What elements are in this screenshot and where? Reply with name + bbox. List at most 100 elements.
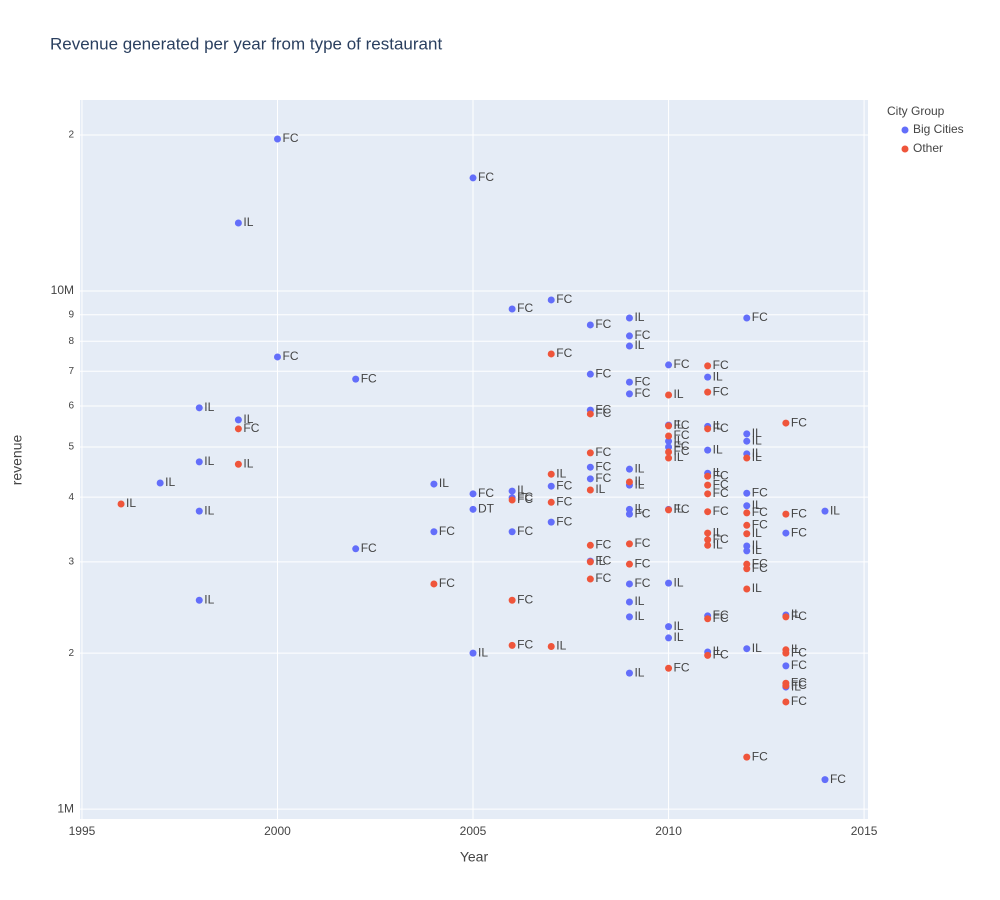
point-label: IL — [791, 607, 801, 621]
point — [586, 370, 594, 378]
point — [665, 579, 673, 587]
point-label: IL — [752, 543, 762, 557]
point-label: FC — [595, 571, 611, 585]
y-tick-label: 8 — [68, 336, 74, 347]
point-label: FC — [517, 524, 533, 538]
point — [743, 430, 751, 438]
point-label: FC — [713, 477, 729, 491]
point-label: FC — [595, 402, 611, 416]
point-label: IL — [674, 630, 684, 644]
x-tick-label: 2000 — [264, 824, 291, 838]
y-tick-label: 5 — [68, 442, 74, 453]
point — [625, 560, 633, 568]
point — [821, 776, 829, 784]
point-label: IL — [634, 609, 644, 623]
point — [743, 565, 751, 573]
point-label: FC — [752, 556, 768, 570]
point — [508, 528, 516, 536]
point — [665, 443, 673, 451]
point — [625, 598, 633, 606]
point-label: IL — [165, 475, 175, 489]
point — [273, 353, 281, 361]
point — [743, 509, 751, 517]
point — [352, 545, 360, 553]
point-label: IL — [674, 501, 684, 515]
point — [625, 342, 633, 350]
point — [547, 642, 555, 650]
point-label: FC — [713, 468, 729, 482]
point-label: IL — [634, 594, 644, 608]
point-label: IL — [674, 417, 684, 431]
point — [547, 498, 555, 506]
point — [782, 510, 790, 518]
point — [234, 425, 242, 433]
point — [782, 662, 790, 670]
point-label: FC — [439, 576, 455, 590]
point — [234, 460, 242, 468]
point-label: IL — [752, 426, 762, 440]
point-label: FC — [674, 357, 690, 371]
point — [704, 615, 712, 623]
point-label: IL — [243, 456, 253, 470]
point-label: IL — [674, 619, 684, 633]
point-label: IL — [634, 338, 644, 352]
point-label: FC — [556, 292, 572, 306]
point-label: IL — [634, 310, 644, 324]
point-label: IL — [439, 476, 449, 490]
y-tick-label: 10M — [51, 283, 74, 297]
point — [508, 305, 516, 313]
point — [273, 135, 281, 143]
point — [352, 375, 360, 383]
point-label: FC — [282, 131, 298, 145]
point — [625, 390, 633, 398]
y-tick-label: 7 — [68, 366, 74, 377]
point-label: FC — [713, 611, 729, 625]
point-label: FC — [634, 386, 650, 400]
point-label: FC — [830, 772, 846, 786]
x-tick-label: 1995 — [69, 824, 96, 838]
point-label: IL — [713, 419, 723, 433]
y-tick-label: 2 — [68, 648, 74, 659]
point-label: IL — [752, 581, 762, 595]
point — [547, 518, 555, 526]
point-label: FC — [634, 536, 650, 550]
point-label: FC — [556, 514, 572, 528]
point-label: FC — [556, 494, 572, 508]
point-label: FC — [713, 532, 729, 546]
point-label: IL — [595, 482, 605, 496]
point — [665, 623, 673, 631]
point-label: FC — [634, 328, 650, 342]
point-label: FC — [791, 609, 807, 623]
point — [586, 486, 594, 494]
point-label: FC — [713, 504, 729, 518]
point — [821, 507, 829, 515]
point-label: IL — [791, 679, 801, 693]
point — [704, 425, 712, 433]
y-tick-label: 1M — [57, 801, 74, 815]
point — [782, 698, 790, 706]
point — [704, 481, 712, 489]
point-label: FC — [595, 317, 611, 331]
point — [547, 470, 555, 478]
x-axis-title: Year — [460, 849, 489, 865]
point-label: IL — [478, 645, 488, 659]
grid: 1995 2000 2005 2010 2015 1M 2 3 4 5 6 7 8 9 10M 2 — [51, 100, 878, 838]
point — [195, 404, 203, 412]
point — [665, 432, 673, 440]
point — [508, 496, 516, 504]
point — [665, 422, 673, 430]
point-label: IL — [674, 433, 684, 447]
point-label: IL — [243, 412, 253, 426]
point-label: IL — [204, 454, 214, 468]
point-label: IL — [713, 525, 723, 539]
point-label: IL — [752, 450, 762, 464]
point-label: FC — [595, 553, 611, 567]
point-label: IL — [674, 387, 684, 401]
point-label: IL — [556, 466, 566, 480]
point — [469, 649, 477, 657]
x-tick-label: 2005 — [460, 824, 487, 838]
y-axis-title: revenue — [9, 434, 25, 485]
point — [665, 664, 673, 672]
point-label: FC — [713, 421, 729, 435]
